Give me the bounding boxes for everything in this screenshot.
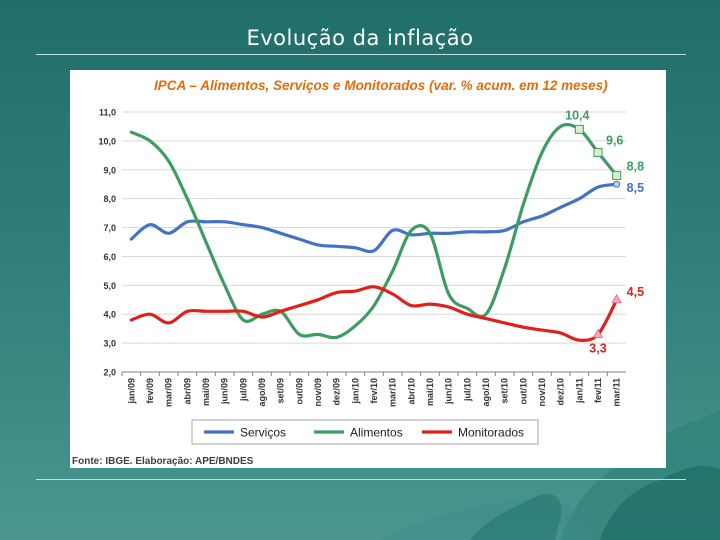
y-tick-label: 11,0 bbox=[99, 108, 116, 118]
annotation-marker bbox=[593, 147, 603, 157]
y-tick-label: 5,0 bbox=[103, 281, 116, 291]
x-tick-label: ago/09 bbox=[257, 378, 267, 407]
annotation-layer: 10,4 9,6 8,8 8,5 4,5 3,3 bbox=[565, 108, 644, 355]
x-tick-label: jul/10 bbox=[462, 378, 472, 402]
y-tick-label: 2,0 bbox=[103, 368, 116, 378]
x-tick-label: mar/11 bbox=[612, 378, 622, 407]
x-tick-label: set/10 bbox=[500, 378, 510, 404]
source-note: Fonte: IBGE. Elaboração: APE/BNDES bbox=[72, 456, 254, 467]
series-line-monitorados bbox=[129, 285, 619, 342]
chart-title: IPCA – Alimentos, Serviços e Monitorados… bbox=[154, 78, 608, 93]
axis-layer: 2,0 3,0 4,0 5,0 6,0 7,0 8,0 9,0 10,0 11,0 jan/09 fe… bbox=[98, 108, 626, 407]
x-tick-label: set/09 bbox=[276, 378, 286, 404]
legend: Serviços Alimentos Monitorados bbox=[191, 419, 539, 445]
legend-label: Serviços bbox=[240, 426, 286, 440]
y-tick-label: 8,0 bbox=[103, 194, 116, 204]
title-divider bbox=[36, 54, 686, 55]
legend-box bbox=[191, 419, 539, 445]
x-tick-label: fev/09 bbox=[145, 378, 155, 404]
annotation-marker bbox=[613, 180, 621, 188]
data-label: 3,3 bbox=[589, 341, 606, 355]
data-label: 8,8 bbox=[627, 160, 644, 174]
x-tick-label: jan/09 bbox=[126, 378, 136, 405]
y-tick-label: 7,0 bbox=[103, 223, 116, 233]
chart-panel: IPCA – Alimentos, Serviços e Monitorados… bbox=[70, 70, 666, 468]
x-tick-label: jan/10 bbox=[350, 378, 360, 405]
data-label: 4,5 bbox=[627, 285, 644, 299]
series-layer bbox=[129, 122, 619, 342]
x-tick-label: fev/11 bbox=[593, 378, 603, 403]
x-tick-label: nov/10 bbox=[537, 378, 547, 407]
x-tick-label: abr/10 bbox=[406, 378, 416, 405]
x-tick-label: jun/09 bbox=[220, 378, 230, 405]
x-tick-label: out/09 bbox=[294, 378, 304, 405]
ipca-line-chart: IPCA – Alimentos, Serviços e Monitorados… bbox=[72, 78, 644, 467]
y-tick-label: 3,0 bbox=[103, 339, 116, 349]
x-tick-label: out/10 bbox=[518, 378, 528, 405]
data-label: 8,5 bbox=[627, 181, 644, 195]
y-tick-label: 6,0 bbox=[103, 252, 116, 262]
x-tick-label: mar/10 bbox=[388, 378, 398, 407]
data-label: 9,6 bbox=[606, 133, 623, 147]
x-tick-label: jun/10 bbox=[444, 378, 454, 405]
x-tick-label: dez/09 bbox=[332, 378, 342, 406]
slide-title: Evolução da inflação bbox=[246, 26, 474, 50]
y-tick-label: 10,0 bbox=[98, 136, 116, 146]
x-tick-label: mai/10 bbox=[425, 378, 435, 406]
series-line-servios bbox=[129, 182, 619, 254]
x-tick-label: jul/09 bbox=[238, 378, 248, 402]
footer-divider bbox=[36, 479, 686, 480]
x-tick-label: ago/10 bbox=[481, 378, 491, 407]
x-tick-label: abr/09 bbox=[182, 378, 192, 405]
x-tick-label: fev/10 bbox=[369, 378, 379, 404]
y-tick-label: 4,0 bbox=[103, 310, 116, 320]
annotation-marker bbox=[592, 328, 604, 338]
data-label: 10,4 bbox=[565, 108, 589, 122]
x-tick-label: mar/09 bbox=[164, 378, 174, 407]
y-tick-label: 9,0 bbox=[103, 165, 116, 175]
grid-layer bbox=[122, 111, 626, 373]
legend-label: Alimentos bbox=[350, 426, 403, 440]
annotation-marker bbox=[611, 293, 622, 304]
legend-label: Monitorados bbox=[458, 426, 524, 440]
x-tick-label: jan/11 bbox=[574, 378, 584, 404]
x-tick-label: nov/09 bbox=[313, 378, 323, 407]
x-tick-label: mai/09 bbox=[201, 378, 211, 406]
annotation-marker bbox=[612, 171, 622, 181]
x-tick-label: dez/10 bbox=[556, 378, 566, 406]
annotation-marker bbox=[574, 124, 584, 134]
series-line-alimentos bbox=[129, 122, 619, 340]
